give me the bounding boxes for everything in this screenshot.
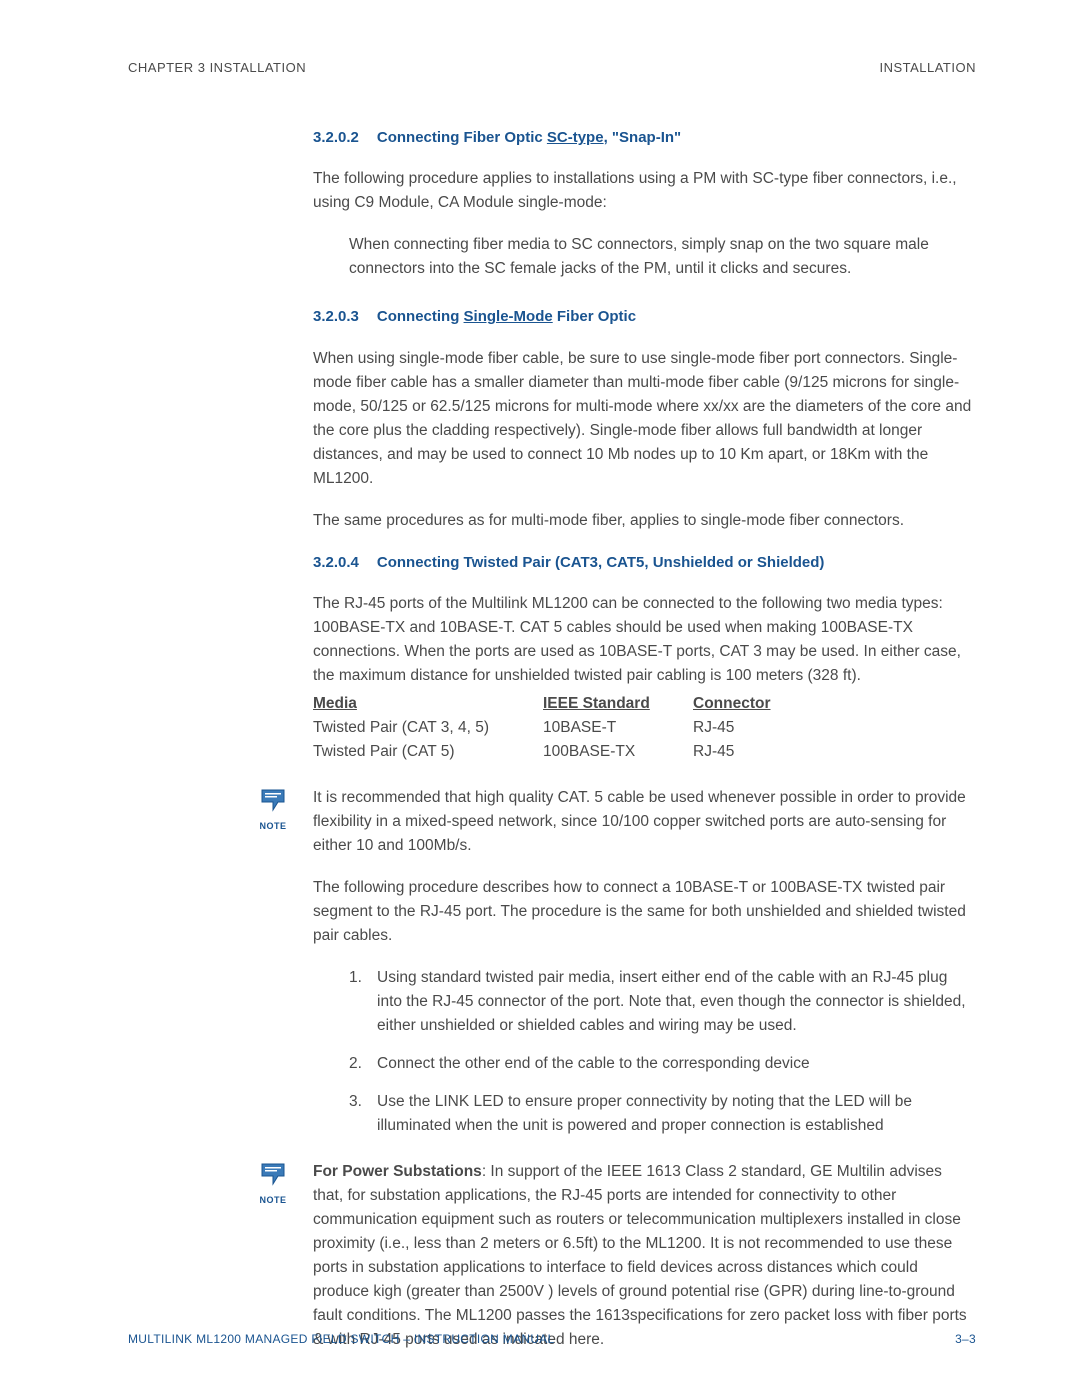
table-row: Twisted Pair (CAT 5) 100BASE-TX RJ-45: [313, 740, 976, 764]
heading-number: 3.2.0.2: [313, 126, 359, 149]
heading-text-pre: Connecting Fiber Optic: [377, 129, 547, 146]
table-cell: Twisted Pair (CAT 5): [313, 740, 543, 764]
note-text: It is recommended that high quality CAT.…: [313, 786, 976, 858]
list-item: 3.Use the LINK LED to ensure proper conn…: [349, 1090, 976, 1138]
content: 3.2.0.2 Connecting Fiber Optic SC-type, "…: [313, 126, 976, 1352]
heading-3-2-0-3: 3.2.0.3 Connecting Single-Mode Fiber Opti…: [313, 305, 976, 328]
paragraph: When using single-mode fiber cable, be s…: [313, 347, 976, 491]
list-item: 1.Using standard twisted pair media, ins…: [349, 966, 976, 1038]
paragraph: The same procedures as for multi-mode fi…: [313, 509, 976, 533]
paragraph: The RJ-45 ports of the Multilink ML1200 …: [313, 592, 976, 688]
heading-text: Connecting Twisted Pair (CAT3, CAT5, Uns…: [377, 554, 825, 571]
heading-number: 3.2.0.4: [313, 551, 359, 574]
note-label: NOTE: [253, 1194, 293, 1208]
media-table: Media IEEE Standard Connector Twisted Pa…: [313, 692, 976, 764]
ordered-list: 1.Using standard twisted pair media, ins…: [349, 966, 976, 1138]
heading-text-pre: Connecting: [377, 308, 464, 325]
page-footer: MULTILINK ML1200 MANAGED FIELD SWITCH – …: [128, 1330, 976, 1349]
heading-text-ul: Single-Mode: [464, 308, 553, 325]
note-block: NOTE For Power Substations: In support o…: [257, 1160, 976, 1352]
heading-text-post: , "Snap-In": [604, 129, 682, 146]
header-chapter: CHAPTER 3 INSTALLATION: [128, 58, 306, 78]
page-header: CHAPTER 3 INSTALLATION INSTALLATION: [128, 58, 976, 78]
list-text: Connect the other end of the cable to th…: [377, 1052, 976, 1076]
table-cell: RJ-45: [693, 740, 813, 764]
list-item: 2.Connect the other end of the cable to …: [349, 1052, 976, 1076]
table-header: Connector: [693, 692, 813, 716]
heading-3-2-0-4: 3.2.0.4 Connecting Twisted Pair (CAT3, CA…: [313, 551, 976, 574]
list-number: 2.: [349, 1052, 377, 1076]
footer-title: MULTILINK ML1200 MANAGED FIELD SWITCH – …: [128, 1330, 555, 1349]
heading-text-post: Fiber Optic: [553, 308, 636, 325]
note-block: NOTE It is recommended that high quality…: [257, 786, 976, 858]
paragraph-indented: When connecting fiber media to SC connec…: [349, 233, 976, 281]
list-text: Use the LINK LED to ensure proper connec…: [377, 1090, 976, 1138]
note-text: For Power Substations: In support of the…: [313, 1160, 976, 1352]
list-text: Using standard twisted pair media, inser…: [377, 966, 976, 1038]
table-row: Twisted Pair (CAT 3, 4, 5) 10BASE-T RJ-4…: [313, 716, 976, 740]
list-number: 1.: [349, 966, 377, 1038]
note-icon: NOTE: [253, 788, 293, 834]
table-header: IEEE Standard: [543, 692, 693, 716]
paragraph: The following procedure applies to insta…: [313, 167, 976, 215]
note-icon: NOTE: [253, 1162, 293, 1208]
note-body: : In support of the IEEE 1613 Class 2 st…: [313, 1163, 967, 1348]
note-bold-lead: For Power Substations: [313, 1163, 482, 1180]
footer-page-number: 3–3: [955, 1330, 976, 1349]
table-cell: RJ-45: [693, 716, 813, 740]
table-cell: 100BASE-TX: [543, 740, 693, 764]
note-label: NOTE: [253, 820, 293, 834]
table-header-row: Media IEEE Standard Connector: [313, 692, 976, 716]
table-header: Media: [313, 692, 543, 716]
list-number: 3.: [349, 1090, 377, 1138]
paragraph: The following procedure describes how to…: [313, 876, 976, 948]
table-cell: Twisted Pair (CAT 3, 4, 5): [313, 716, 543, 740]
heading-text-ul: SC-type: [547, 129, 604, 146]
heading-3-2-0-2: 3.2.0.2 Connecting Fiber Optic SC-type, "…: [313, 126, 976, 149]
table-cell: 10BASE-T: [543, 716, 693, 740]
header-section: INSTALLATION: [879, 58, 976, 78]
heading-number: 3.2.0.3: [313, 305, 359, 328]
